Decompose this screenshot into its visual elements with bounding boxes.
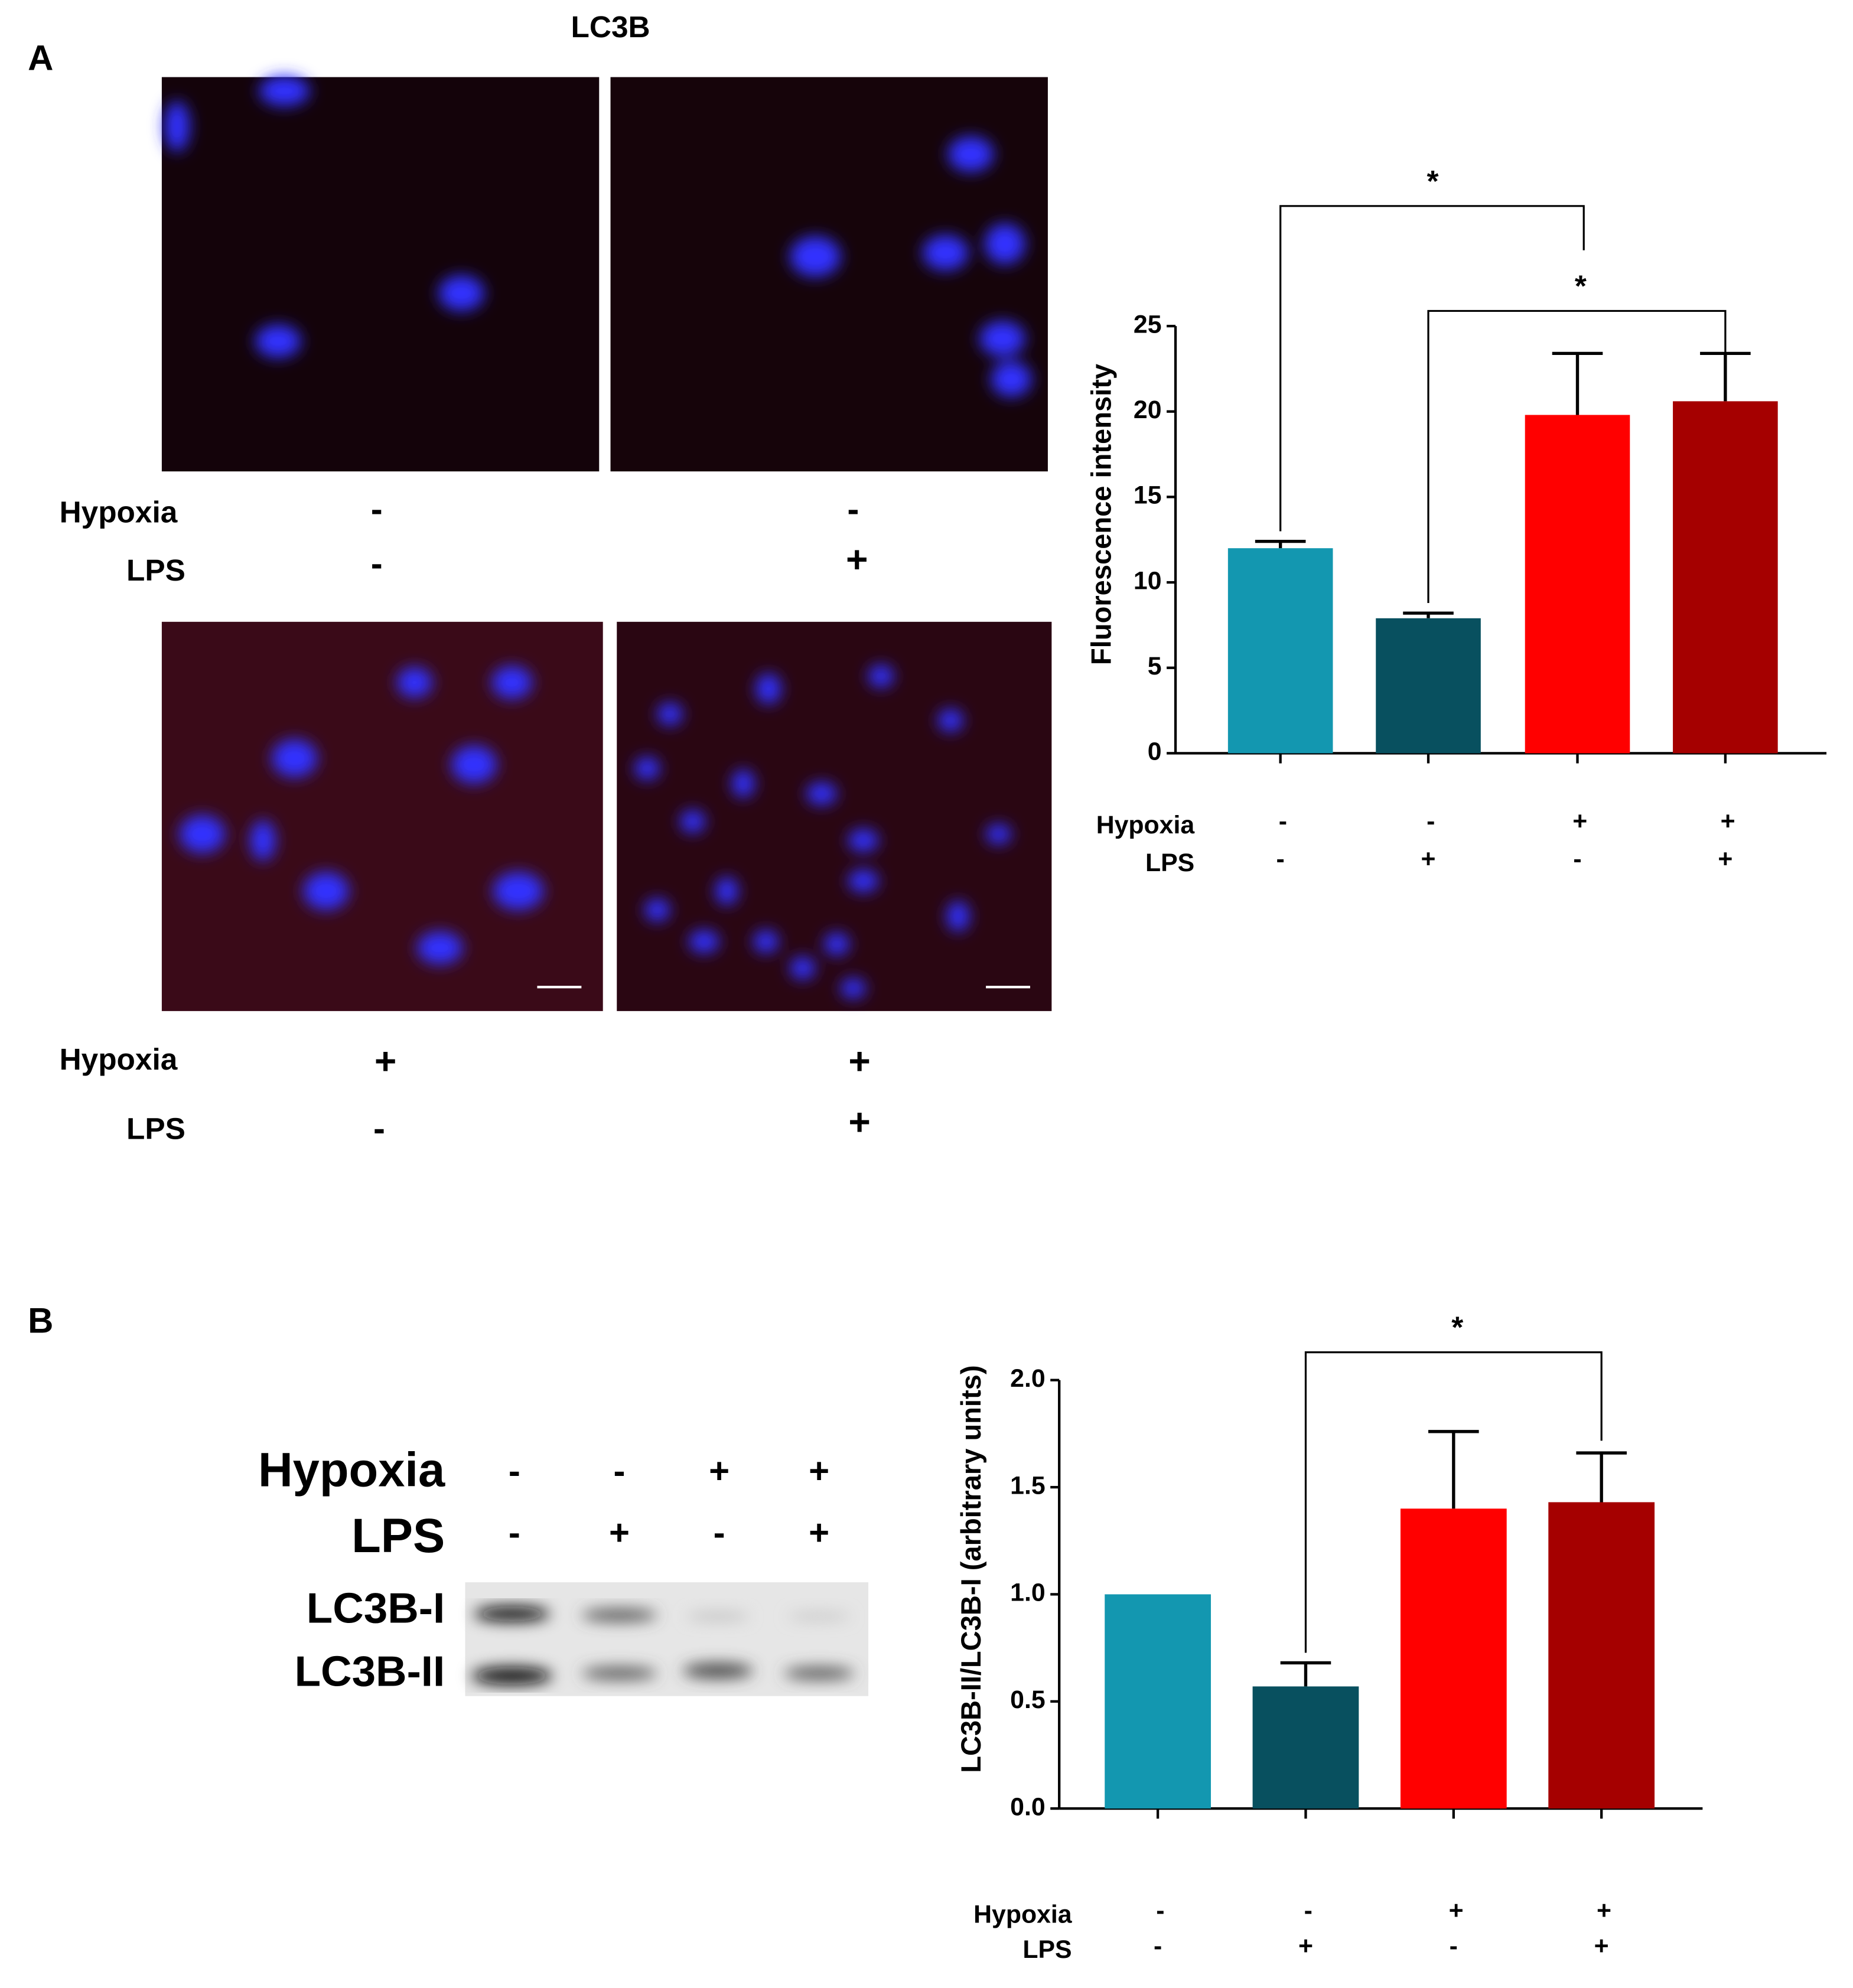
western-blot — [465, 1582, 869, 1696]
band-label: LC3B-I — [307, 1585, 445, 1632]
condition-name: Hypoxia — [1096, 811, 1196, 839]
y-tick-label: 1.0 — [1010, 1579, 1045, 1607]
panel-label: B — [28, 1301, 53, 1340]
condition-sign: + — [1721, 807, 1735, 835]
micrograph — [161, 77, 600, 472]
y-tick-label: 0.0 — [1010, 1793, 1045, 1821]
significance-label: * — [1451, 1311, 1463, 1344]
y-tick-label: 10 — [1134, 566, 1162, 595]
condition-sign: - — [1573, 845, 1581, 874]
micrographs — [161, 76, 1052, 1011]
y-tick-label: 2.0 — [1010, 1364, 1045, 1393]
y-tick-label: 1.5 — [1010, 1471, 1045, 1500]
condition-sign: + — [809, 1451, 829, 1491]
micrograph — [610, 77, 1048, 472]
error-bar — [1576, 1451, 1627, 1503]
condition-sign: + — [1449, 1896, 1464, 1925]
error-bar — [1280, 1661, 1331, 1687]
condition-name: LPS — [126, 1112, 185, 1146]
bar — [1548, 1502, 1655, 1809]
significance-bracket — [1427, 309, 1727, 604]
condition-name: Hypoxia — [60, 495, 178, 529]
y-tick-label: 20 — [1134, 396, 1162, 424]
error-bar — [1700, 351, 1751, 402]
condition-sign: - — [373, 1109, 385, 1148]
y-tick-label: 25 — [1134, 310, 1162, 338]
y-tick-label: 15 — [1134, 481, 1162, 510]
condition-sign: - — [371, 543, 383, 583]
condition-sign: - — [614, 1451, 626, 1491]
y-tick-label: 5 — [1148, 652, 1162, 680]
significance-label: * — [1575, 269, 1587, 302]
condition-name: Hypoxia — [258, 1443, 445, 1497]
condition-sign: - — [371, 489, 383, 529]
condition-sign: - — [1156, 1896, 1164, 1925]
error-bar — [1428, 1430, 1479, 1509]
bar — [1376, 618, 1481, 754]
bands — [471, 1606, 855, 1685]
condition-sign: + — [1594, 1932, 1609, 1960]
condition-sign: + — [809, 1513, 829, 1553]
condition-sign: - — [509, 1513, 520, 1553]
y-axis-label: LC3B-II/LC3B-I (arbitrary units) — [955, 1365, 986, 1772]
band-label: LC3B-II — [295, 1648, 445, 1696]
significance-label: * — [1427, 164, 1439, 198]
panel-label: A — [28, 38, 53, 78]
condition-sign: - — [847, 489, 859, 529]
bar — [1673, 401, 1778, 754]
condition-sign: - — [1279, 807, 1287, 835]
condition-sign: + — [1298, 1932, 1313, 1960]
condition-sign: - — [1427, 807, 1435, 835]
condition-sign: + — [1421, 845, 1436, 874]
bar — [1252, 1686, 1359, 1809]
condition-sign: - — [1276, 845, 1285, 874]
condition-sign: - — [1450, 1932, 1458, 1960]
bar — [1400, 1508, 1507, 1809]
error-bar — [1552, 351, 1603, 415]
condition-name: LPS — [351, 1509, 445, 1563]
condition-name: Hypoxia — [60, 1042, 178, 1076]
condition-sign: + — [374, 1040, 397, 1083]
condition-name: LPS — [1022, 1935, 1072, 1964]
condition-sign: + — [848, 1100, 871, 1143]
y-axis-label: Fluorescence intensity — [1086, 364, 1117, 665]
panel-title: LC3B — [571, 10, 650, 44]
condition-sign: + — [1572, 807, 1587, 835]
significance-bracket — [1304, 1351, 1603, 1653]
error-bar — [1403, 611, 1454, 618]
condition-sign: + — [1597, 1896, 1611, 1925]
condition-sign: + — [1718, 845, 1732, 874]
bar — [1105, 1594, 1211, 1809]
condition-sign: - — [714, 1513, 725, 1553]
significance-bracket — [1279, 205, 1585, 532]
condition-sign: - — [509, 1451, 520, 1491]
condition-sign: + — [848, 1040, 871, 1083]
condition-name: Hypoxia — [973, 1900, 1073, 1928]
condition-name: LPS — [1145, 849, 1194, 877]
condition-sign: - — [1154, 1932, 1162, 1960]
error-bar — [1255, 539, 1306, 549]
nuclei — [164, 76, 1032, 999]
condition-name: LPS — [126, 553, 185, 587]
condition-sign: + — [709, 1451, 730, 1491]
bar — [1525, 415, 1630, 754]
condition-sign: + — [846, 538, 868, 581]
y-tick-label: 0 — [1148, 738, 1162, 766]
micrograph — [161, 621, 603, 1011]
bar — [1227, 548, 1333, 754]
condition-sign: - — [1304, 1896, 1313, 1925]
y-tick-label: 0.5 — [1010, 1686, 1045, 1714]
condition-sign: + — [609, 1513, 630, 1553]
